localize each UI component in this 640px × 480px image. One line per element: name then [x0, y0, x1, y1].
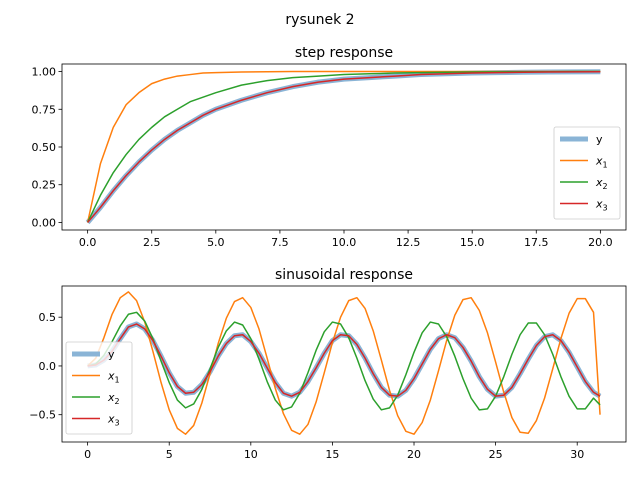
axes-title: sinusoidal response [275, 267, 413, 283]
axes-sinusoidal-response: sinusoidal response 0 5 10 15 20 25 30 −0.5 0.0 0.… [29, 267, 627, 461]
legend-label-sub: 3 [115, 419, 120, 428]
y-tick-label: −0.5 [29, 409, 56, 422]
x-tick-label: 17.5 [524, 236, 549, 249]
axes-frame [61, 63, 627, 231]
legend-label-sub: 1 [603, 161, 608, 170]
x-tick-label: 7.5 [271, 236, 289, 249]
legend-label-sub: 1 [115, 376, 120, 385]
legend-label-main: x [107, 391, 115, 404]
legend-label-x3: x3 [107, 413, 120, 428]
y-tick-label: 0.75 [32, 103, 57, 116]
figure-suptitle: rysunek 2 [285, 12, 354, 28]
x-tick-label: 15.0 [460, 236, 485, 249]
legend-label-x1: x1 [107, 370, 120, 385]
legend-label-x2: x2 [595, 176, 608, 191]
legend-label-main: y [108, 348, 115, 361]
y-tick-label: 0.00 [32, 216, 57, 229]
axes-step-response: step response 0.0 2.5 5.0 7.5 10.0 12.5 15.0 17.… [32, 45, 627, 249]
x-tick-label: 5 [166, 448, 173, 461]
legend-label-main: x [595, 198, 603, 211]
y-tick-label: 0.5 [39, 311, 57, 324]
axes-title: step response [295, 45, 393, 61]
legend-label-y: y [108, 348, 115, 361]
x-tick-label: 25 [489, 448, 503, 461]
legend-label-sub: 2 [603, 182, 608, 191]
series-line-x2 [86, 70, 601, 223]
series-line-x2 [87, 311, 601, 411]
series-line-x1 [86, 70, 601, 223]
series-line-x3 [87, 70, 601, 223]
x-tick-label: 20.0 [588, 236, 613, 249]
x-tick-label: 5.0 [207, 236, 225, 249]
legend-label-main: y [596, 133, 603, 146]
x-tick-label: 10 [244, 448, 258, 461]
x-tick-label: 10.0 [332, 236, 357, 249]
y-tick-label: 0.50 [32, 141, 57, 154]
legend-frame [65, 341, 133, 435]
x-tick-label: 30 [570, 448, 584, 461]
series-line-x3 [87, 323, 601, 397]
y-tick-label: 0.0 [39, 360, 57, 373]
legend-label-x3: x3 [595, 198, 608, 213]
legend-label-main: x [595, 155, 603, 168]
y-tick-label: 0.25 [32, 179, 57, 192]
series-line-x1 [87, 291, 601, 435]
legend-label-sub: 3 [603, 204, 608, 213]
legend-label-main: x [107, 413, 115, 426]
legend-frame [553, 126, 621, 220]
x-tick-label: 12.5 [396, 236, 421, 249]
legend-label-y: y [596, 133, 603, 146]
legend-label-sub: 2 [115, 397, 120, 406]
legend-label-x2: x2 [107, 391, 120, 406]
legend-label-x1: x1 [595, 155, 608, 170]
x-tick-label: 0.0 [79, 236, 97, 249]
legend-label-main: x [107, 370, 115, 383]
x-tick-label: 2.5 [143, 236, 161, 249]
x-tick-label: 20 [407, 448, 421, 461]
axes-frame [61, 285, 627, 443]
series-line-y [85, 69, 601, 225]
x-tick-label: 0 [84, 448, 91, 461]
y-tick-label: 1.00 [32, 66, 57, 79]
legend-label-main: x [595, 176, 603, 189]
x-tick-label: 15 [325, 448, 339, 461]
